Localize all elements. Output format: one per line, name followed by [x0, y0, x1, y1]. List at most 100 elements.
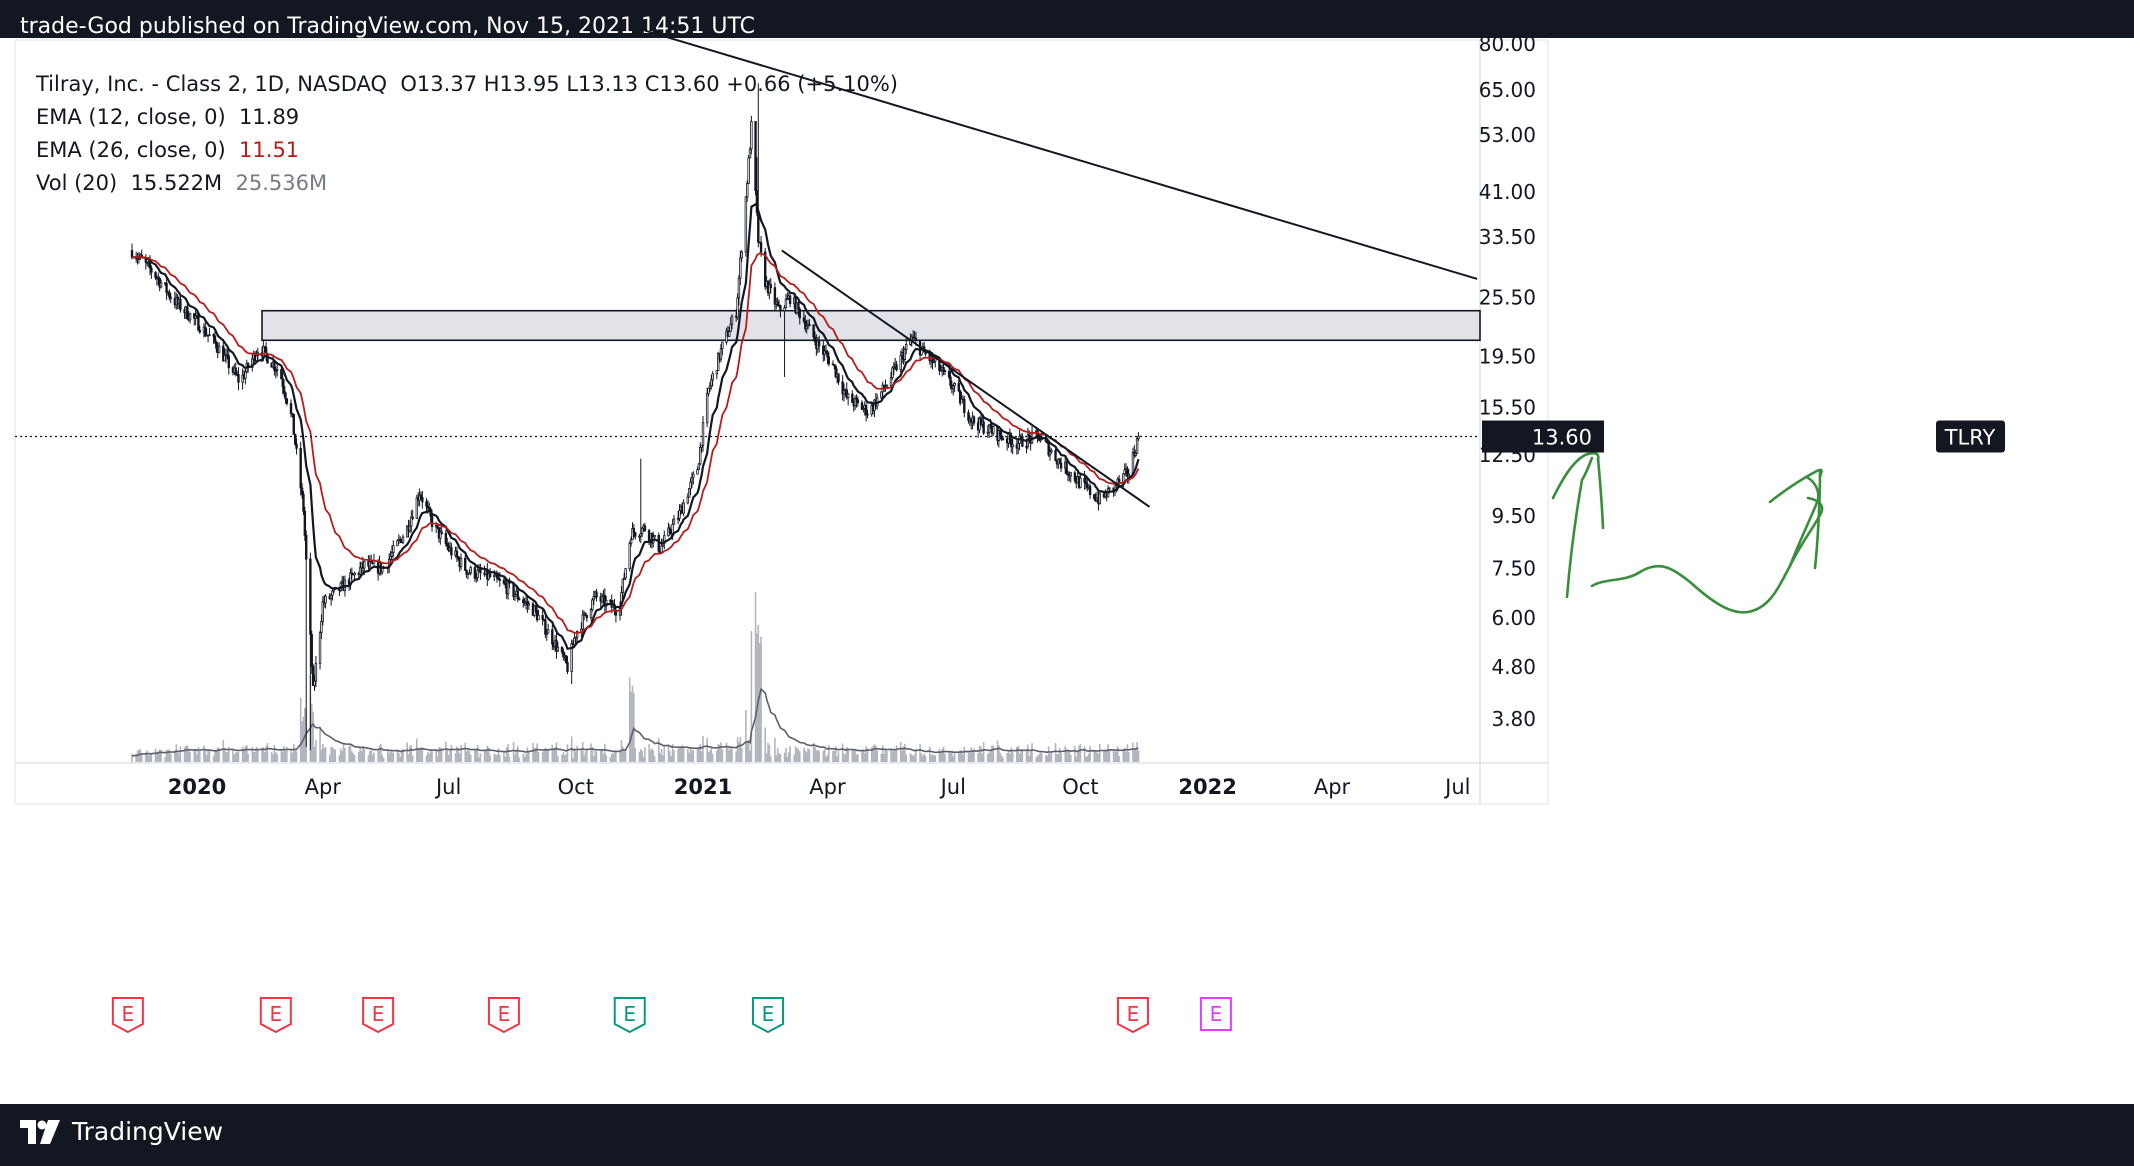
candle [711, 371, 714, 387]
volume-bar [436, 756, 439, 762]
candle-body [747, 157, 750, 184]
candle-body [885, 385, 889, 388]
volume-bar [901, 750, 903, 762]
volume-bar [369, 750, 371, 762]
volume-bar [663, 745, 666, 762]
volume-bar [641, 750, 643, 762]
candle-body [573, 637, 576, 646]
volume-bar [615, 751, 617, 762]
candle-body [678, 510, 681, 519]
candle [320, 614, 323, 639]
tradingview-brand[interactable]: TradingView [20, 1117, 223, 1146]
candle [899, 350, 902, 373]
legend-ema26-row[interactable]: EMA (26, close, 0) 11.51 [36, 134, 898, 167]
candle [555, 633, 558, 659]
legend-ema12-row[interactable]: EMA (12, close, 0) 11.89 [36, 101, 898, 134]
volume-bar [750, 631, 753, 762]
y-tick-label: 9.50 [1491, 504, 1536, 528]
candle-body [853, 397, 857, 407]
candle [640, 526, 644, 537]
volume-bar [158, 749, 161, 762]
candle [992, 425, 995, 436]
candle-body [1048, 451, 1052, 456]
volume-bar [457, 748, 460, 762]
legend-symbol[interactable]: Tilray, Inc. - Class 2, 1D, NASDAQ [36, 72, 388, 96]
earnings-marker-icon[interactable]: E [1116, 997, 1149, 1034]
volume-bar [179, 746, 182, 762]
volume-bar [767, 742, 769, 762]
volume-bar [225, 752, 227, 762]
candle [690, 472, 694, 488]
candle-body [488, 573, 492, 578]
candle [804, 315, 807, 333]
candle [468, 569, 471, 575]
volume-bar [832, 750, 834, 762]
candle [517, 596, 521, 601]
candle-body [215, 341, 218, 349]
candle-body [992, 426, 995, 434]
y-tick-label: 25.50 [1479, 285, 1536, 309]
volume-bar [847, 748, 849, 762]
candle-body [1127, 473, 1131, 477]
candle [689, 477, 692, 496]
volume-bar [474, 749, 476, 762]
volume-bar [953, 752, 956, 762]
volume-bar [292, 743, 295, 762]
candle-body [450, 547, 453, 556]
candle-body [289, 403, 293, 414]
volume-bar [700, 751, 703, 762]
candle-body [222, 345, 225, 362]
volume-bar [981, 753, 984, 762]
legend-vol-row[interactable]: Vol (20) 15.522M 25.536M [36, 167, 898, 200]
candle-body [798, 308, 801, 319]
volume-bar [648, 744, 650, 762]
candle [776, 297, 779, 307]
volume-bar [533, 747, 536, 762]
volume-bar [175, 744, 178, 762]
candle-body [750, 121, 753, 150]
candle [692, 471, 695, 485]
volume-bar [460, 745, 462, 762]
candle-body [783, 307, 786, 312]
volume-bar [232, 749, 234, 762]
candle [595, 588, 598, 602]
earnings-marker-icon[interactable]: E [487, 997, 520, 1034]
earnings-marker-icon[interactable]: E [111, 997, 144, 1034]
earnings-marker-icon[interactable]: E [751, 997, 784, 1034]
candle [169, 293, 172, 304]
volume-bar [541, 752, 544, 762]
volume-bar [216, 747, 219, 762]
volume-bar [622, 746, 624, 762]
earnings-marker-icon[interactable]: E [1199, 997, 1232, 1031]
volume-bar [670, 755, 673, 762]
candle-body [411, 516, 414, 519]
volume-bar [642, 756, 645, 762]
candle-body [846, 393, 850, 399]
candle-body [401, 536, 405, 543]
candle-body [154, 271, 157, 278]
trendline-2 [781, 249, 1151, 508]
candle [455, 546, 459, 563]
volume-bar [702, 736, 704, 762]
y-tick-label: 41.00 [1479, 180, 1536, 204]
volume-bar [988, 752, 990, 762]
candle-body [476, 570, 479, 578]
volume-bar [982, 742, 985, 762]
earnings-marker-icon[interactable]: E [259, 997, 292, 1034]
candle [313, 674, 316, 691]
candle [744, 196, 748, 257]
candle-body [952, 385, 955, 389]
volume-bar [1097, 753, 1100, 762]
volume-bar [933, 754, 935, 762]
candle-body [169, 296, 172, 299]
volume-bar [1085, 756, 1087, 762]
candle-body [560, 647, 564, 653]
earnings-marker-icon[interactable]: E [613, 997, 646, 1034]
volume-bar [651, 748, 653, 762]
candle [292, 413, 295, 435]
earnings-marker-icon[interactable]: E [362, 997, 395, 1034]
candle [866, 409, 869, 419]
candle-body [285, 398, 289, 404]
volume-bar [1075, 756, 1078, 762]
